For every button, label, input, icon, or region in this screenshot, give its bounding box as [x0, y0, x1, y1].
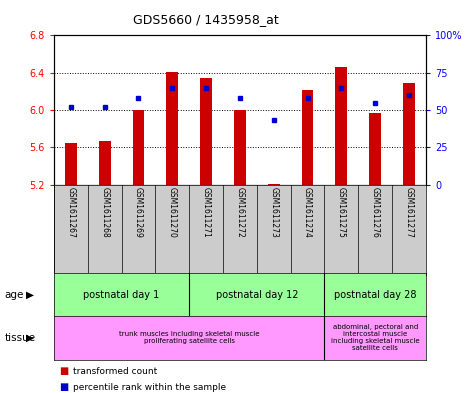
Bar — [166, 72, 178, 185]
Bar — [369, 113, 381, 185]
Text: GSM1611267: GSM1611267 — [66, 187, 76, 238]
Text: trunk muscles including skeletal muscle
proliferating satellite cells: trunk muscles including skeletal muscle … — [119, 331, 259, 345]
Bar — [403, 83, 415, 185]
Text: ■: ■ — [59, 382, 68, 392]
Text: tissue: tissue — [5, 333, 36, 343]
Text: postnatal day 1: postnatal day 1 — [83, 290, 159, 300]
Bar — [335, 67, 347, 185]
Bar — [133, 110, 144, 185]
Text: GSM1611273: GSM1611273 — [269, 187, 278, 238]
Text: GSM1611274: GSM1611274 — [303, 187, 312, 238]
Text: GSM1611270: GSM1611270 — [168, 187, 177, 238]
Text: transformed count: transformed count — [73, 367, 157, 376]
Text: age: age — [5, 290, 24, 300]
Text: ▶: ▶ — [26, 290, 34, 300]
Text: ■: ■ — [59, 366, 68, 376]
Text: percentile rank within the sample: percentile rank within the sample — [73, 383, 226, 391]
Text: GSM1611269: GSM1611269 — [134, 187, 143, 238]
Text: GSM1611276: GSM1611276 — [371, 187, 379, 238]
Text: GSM1611277: GSM1611277 — [404, 187, 414, 238]
Text: GSM1611268: GSM1611268 — [100, 187, 109, 238]
Bar — [302, 90, 313, 185]
Text: ▶: ▶ — [26, 333, 34, 343]
Bar — [200, 78, 212, 185]
Text: postnatal day 12: postnatal day 12 — [216, 290, 298, 300]
Text: abdominal, pectoral and
intercostal muscle
including skeletal muscle
satellite c: abdominal, pectoral and intercostal musc… — [331, 325, 419, 351]
Bar — [268, 184, 280, 185]
Text: GSM1611272: GSM1611272 — [235, 187, 244, 238]
Text: GDS5660 / 1435958_at: GDS5660 / 1435958_at — [134, 13, 279, 26]
Text: postnatal day 28: postnatal day 28 — [334, 290, 416, 300]
Text: GSM1611271: GSM1611271 — [202, 187, 211, 238]
Bar — [99, 141, 111, 185]
Bar — [234, 110, 246, 185]
Bar — [65, 143, 77, 185]
Text: GSM1611275: GSM1611275 — [337, 187, 346, 238]
